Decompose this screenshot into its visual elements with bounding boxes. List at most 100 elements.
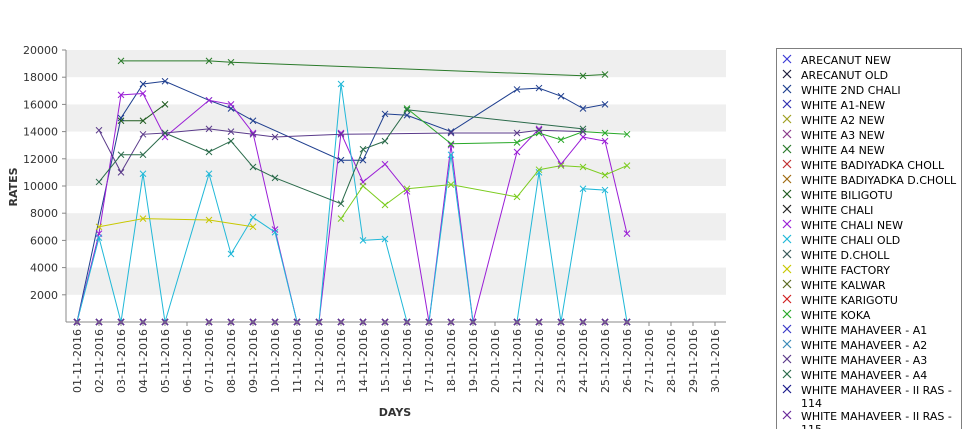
data-point-marker [117,114,125,122]
legend-label: WHITE A4 NEW [801,144,885,157]
data-point-marker [139,215,147,222]
legend-item: WHITE KALWAR [777,278,961,293]
data-point-marker [381,201,389,209]
legend-marker-icon [782,309,792,319]
y-tick-label: 12000 [23,153,58,166]
legend-marker-icon [782,324,792,334]
data-point-marker [601,101,609,108]
legend-label: WHITE KALWAR [801,279,886,292]
legend-label: WHITE CHALI OLD [801,234,901,247]
data-point-marker [337,130,345,138]
legend-item: ARECANUT NEW [777,53,961,68]
y-tick-label: 16000 [23,98,58,111]
data-point-marker [447,141,455,149]
data-point-marker [447,181,455,188]
data-point-marker [513,86,521,93]
data-point-marker [249,163,257,171]
data-point-marker [161,129,169,137]
data-point-marker [271,226,279,233]
x-tick-label: 15-11-2016 [379,329,392,393]
legend-label: WHITE 2ND CHALI [801,84,901,97]
data-point-marker [403,111,411,119]
data-point-marker [535,169,543,176]
data-point-marker [513,193,521,201]
data-point-marker [513,139,521,146]
legend-marker-icon [782,189,792,199]
data-point-marker [139,117,147,125]
data-point-marker [601,71,609,78]
data-point-marker [601,186,609,194]
data-point-marker [623,230,631,237]
data-point-marker [557,160,565,168]
grid-band [66,104,726,132]
legend-label: ARECANUT NEW [801,54,891,67]
legend-marker-icon [782,264,792,274]
x-tick-label: 13-11-2016 [335,329,348,393]
x-tick-label: 29-11-2016 [687,329,700,393]
x-tick-label: 07-11-2016 [203,329,216,393]
y-tick-label: 8000 [30,207,58,220]
x-tick-label: 11-11-2016 [291,329,304,393]
legend-marker-icon [782,159,792,169]
data-point-marker [337,215,345,222]
data-point-marker [447,129,455,137]
x-axis-label: DAYS [379,406,412,419]
legend-item: WHITE MAHAVEER - A4 [777,368,961,383]
data-point-marker [623,162,631,169]
data-point-marker [359,156,367,164]
grid-band [66,158,726,186]
legend-item: WHITE A1-NEW [777,98,961,113]
data-point-marker [227,250,235,258]
data-point-marker [403,106,411,114]
data-point-marker [381,137,389,145]
x-tick-label: 01-11-2016 [71,329,84,393]
legend-item: WHITE BADIYADKA CHOLL [777,158,961,173]
legend-label: WHITE MAHAVEER - A4 [801,369,928,382]
x-tick-label: 20-11-2016 [489,329,502,393]
legend-item: WHITE CHALI [777,203,961,218]
x-tick-label: 28-11-2016 [665,329,678,393]
data-point-marker [579,105,587,112]
legend-item: WHITE MAHAVEER - II RAS - 115 [777,409,961,429]
data-point-marker [139,90,147,97]
data-point-marker [557,136,565,144]
data-point-marker [579,163,587,171]
legend-marker-icon [782,279,792,289]
data-point-marker [271,133,279,141]
y-tick-label: 10000 [23,180,58,193]
x-tick-label: 05-11-2016 [159,329,172,393]
x-tick-label: 14-11-2016 [357,329,370,393]
legend-marker-icon [782,384,792,394]
series-line-17 [406,108,628,145]
legend-marker-icon [782,339,792,349]
data-point-marker [447,151,455,159]
data-point-marker [601,129,609,137]
data-point-marker [623,130,631,138]
legend-item: WHITE D.CHOLL [777,248,961,263]
data-point-marker [359,182,367,190]
data-point-marker [139,130,147,138]
legend-label: WHITE BILIGOTU [801,189,893,202]
legend-marker-icon [782,219,792,229]
legend-marker-icon [782,174,792,184]
legend-marker-icon [782,69,792,79]
x-tick-label: 06-11-2016 [181,329,194,393]
data-point-marker [513,148,521,156]
x-tick-label: 09-11-2016 [247,329,260,393]
legend-label: WHITE CHALI NEW [801,219,903,232]
x-tick-label: 18-11-2016 [445,329,458,393]
legend-label: WHITE MAHAVEER - II RAS - 115 [801,410,952,429]
x-tick-label: 04-11-2016 [137,329,150,393]
data-point-marker [95,223,103,231]
legend-item: WHITE CHALI OLD [777,233,961,248]
data-point-marker [271,228,279,236]
chart-legend: ARECANUT NEW ARECANUT OLD WHITE 2ND CHALI W… [776,48,962,429]
data-point-marker [535,166,543,174]
data-point-marker [337,156,345,164]
legend-marker-icon [782,114,792,124]
x-tick-label: 08-11-2016 [225,329,238,393]
y-tick-label: 2000 [30,289,58,302]
x-tick-label: 22-11-2016 [533,329,546,393]
data-point-marker [205,216,213,224]
legend-label: WHITE MAHAVEER - A3 [801,354,928,367]
